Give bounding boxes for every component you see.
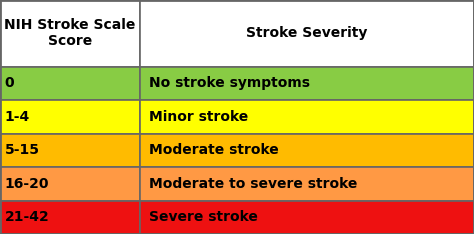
Text: No stroke symptoms: No stroke symptoms (149, 77, 310, 90)
Text: Severe stroke: Severe stroke (149, 210, 258, 224)
Bar (140, 134, 474, 167)
Bar (0, 201, 140, 234)
Bar (140, 100, 474, 134)
Bar (0, 67, 140, 100)
Text: 5-15: 5-15 (5, 143, 40, 157)
Text: Moderate to severe stroke: Moderate to severe stroke (149, 177, 358, 191)
Bar (140, 167, 474, 201)
Text: 16-20: 16-20 (5, 177, 49, 191)
Text: Minor stroke: Minor stroke (149, 110, 248, 124)
Bar (0, 0, 140, 67)
Bar (140, 67, 474, 100)
Text: NIH Stroke Scale
Score: NIH Stroke Scale Score (4, 18, 136, 48)
Bar (0, 134, 140, 167)
Bar (0, 167, 140, 201)
Text: Moderate stroke: Moderate stroke (149, 143, 279, 157)
Bar (0, 100, 140, 134)
Bar (140, 0, 474, 67)
Text: 0: 0 (5, 77, 14, 90)
Text: 1-4: 1-4 (5, 110, 30, 124)
Bar (140, 201, 474, 234)
Text: Stroke Severity: Stroke Severity (246, 26, 368, 40)
Text: 21-42: 21-42 (5, 210, 49, 224)
